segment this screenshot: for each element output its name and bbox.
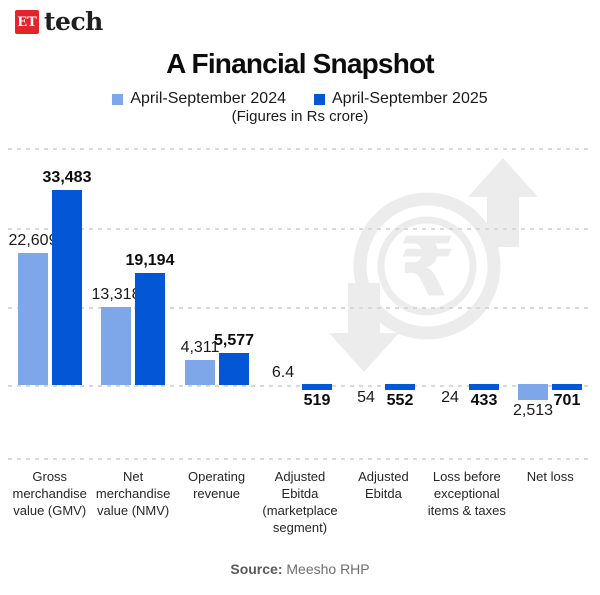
bar-value-label: 552 xyxy=(386,392,414,409)
source-label: Source: xyxy=(230,561,283,577)
bar-2024-6 xyxy=(518,384,549,400)
down-arrow-icon xyxy=(329,283,399,372)
up-arrow-icon xyxy=(468,158,538,247)
axis-baseline xyxy=(8,385,592,387)
bar-value-label: 433 xyxy=(470,392,498,409)
page-title: A Financial Snapshot xyxy=(166,48,434,79)
bar-2024-2 xyxy=(184,360,215,385)
watermark-graphic: ₹ xyxy=(329,158,538,372)
bar-2025-2 xyxy=(218,353,249,385)
bar-value-label: 4,311 xyxy=(180,339,220,356)
bar-chart: ₹ 22,609 13,318 4,311 6.4 54 24 2,513 33,483 19,… xyxy=(8,140,592,460)
et-logo-mark: ET xyxy=(15,10,39,34)
bar-value-label: 519 xyxy=(303,392,331,409)
bar-2024-1 xyxy=(101,307,132,385)
gridline xyxy=(8,148,592,150)
category-label: Loss before exceptional items & taxes xyxy=(427,469,506,518)
bar-value-label: 701 xyxy=(553,392,581,409)
category-label: Operating revenue xyxy=(188,469,246,501)
bar-2025-6 xyxy=(552,384,583,390)
bar-value-label: 54 xyxy=(357,389,375,406)
legend-item-2025: April-September 2025 xyxy=(314,90,488,108)
bar-value-label: 13,318 xyxy=(91,286,141,303)
bar-value-label: 19,194 xyxy=(125,252,175,269)
bar-value-label: 24 xyxy=(441,389,459,406)
chart-unit-note: (Figures in Rs crore) xyxy=(231,108,369,125)
bar-value-label: 22,609 xyxy=(8,232,58,249)
tech-logo-word: tech xyxy=(44,7,103,36)
category-label: Adjusted Ebitda xyxy=(358,469,409,501)
source-note: Source: Meesho RHP xyxy=(0,561,600,577)
source-text: Meesho RHP xyxy=(286,561,370,577)
legend-item-2024: April-September 2024 xyxy=(112,90,286,108)
bar-2024-0 xyxy=(17,253,48,385)
bar-value-label: 2,513 xyxy=(512,402,554,419)
rupee-symbol-icon: ₹ xyxy=(398,221,455,316)
legend-label-2024: April-September 2024 xyxy=(130,90,286,107)
gridline xyxy=(8,307,592,309)
legend-swatch-2024 xyxy=(112,93,124,105)
chart-legend: April-September 2024 April-September 202… xyxy=(0,90,600,108)
category-label: Gross merchandise value (GMV) xyxy=(12,469,87,518)
category-label: Adjusted Ebitda (marketplace segment) xyxy=(262,469,338,535)
gridline xyxy=(8,228,592,230)
bar-2025-1 xyxy=(135,273,166,385)
legend-label-2025: April-September 2025 xyxy=(332,90,488,107)
rupee-coin-icon xyxy=(353,192,501,340)
bar-value-label: 33,483 xyxy=(42,169,92,186)
et-tech-logo: ET tech xyxy=(15,7,103,36)
legend-swatch-2025 xyxy=(314,93,325,105)
bar-2025-4 xyxy=(385,384,416,390)
bar-value-label: 6.4 xyxy=(271,364,295,381)
bar-value-label: 5,577 xyxy=(213,332,255,349)
bar-2025-3 xyxy=(302,384,332,390)
bar-2025-0 xyxy=(51,190,82,385)
separator-line xyxy=(8,458,592,460)
category-label: Net merchandise value (NMV) xyxy=(95,469,171,518)
category-label: Net loss xyxy=(526,469,574,484)
bar-2025-5 xyxy=(468,384,499,390)
category-axis: Gross merchandise value (GMV) Net merchan… xyxy=(8,468,592,536)
